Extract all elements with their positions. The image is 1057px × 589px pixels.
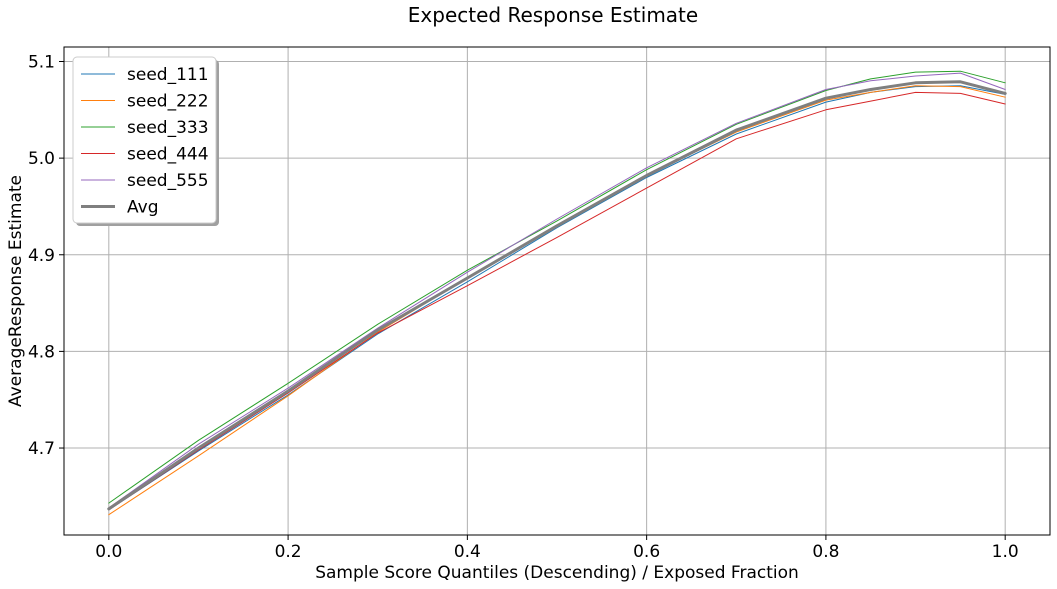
- x-tick-label: 0.6: [633, 542, 660, 562]
- x-tick-label: 0.0: [95, 542, 122, 562]
- y-tick-label: 4.9: [28, 246, 55, 266]
- legend-label: seed_111: [127, 65, 209, 85]
- series-line-seed-333: [108, 70, 1006, 504]
- legend-box: [72, 56, 217, 224]
- y-tick-label: 5.1: [28, 52, 55, 72]
- legend-label: seed_333: [127, 118, 209, 138]
- series-line-seed-444: [108, 91, 1006, 511]
- plot-frame: [63, 46, 1051, 536]
- legend-label: seed_222: [127, 92, 209, 112]
- y-tick-label: 4.8: [28, 342, 55, 362]
- legend: seed_111 seed_222 seed_333 seed_444 seed_555…: [72, 56, 219, 226]
- grid: [64, 47, 1050, 535]
- x-tick-label: 0.4: [454, 542, 481, 562]
- x-tick-label: 1.0: [992, 542, 1019, 562]
- series-line-seed-555: [108, 72, 1006, 509]
- x-tick-label: 0.2: [275, 542, 302, 562]
- x-tick-label: 0.8: [812, 542, 839, 562]
- legend-label: seed_555: [127, 171, 209, 191]
- series-line-seed-222: [108, 85, 1006, 516]
- x-axis-label: Sample Score Quantiles (Descending) / Ex…: [315, 563, 799, 583]
- chart-title: Expected Response Estimate: [408, 3, 698, 27]
- y-tick-label: 5.0: [28, 149, 55, 169]
- series-lines: [107, 70, 1007, 516]
- y-axis-label: AverageResponse Estimate: [6, 175, 26, 407]
- x-axis-ticks: 0.0 0.2 0.4 0.6 0.8 1.0: [95, 535, 1019, 562]
- series-line-seed-111: [108, 85, 1006, 511]
- y-axis-ticks: 4.7 4.8 4.9 5.0 5.1: [28, 52, 64, 459]
- series-line-avg: [107, 80, 1007, 511]
- legend-label: Avg: [127, 198, 159, 218]
- legend-label: seed_444: [127, 145, 209, 165]
- y-tick-label: 4.7: [28, 439, 55, 459]
